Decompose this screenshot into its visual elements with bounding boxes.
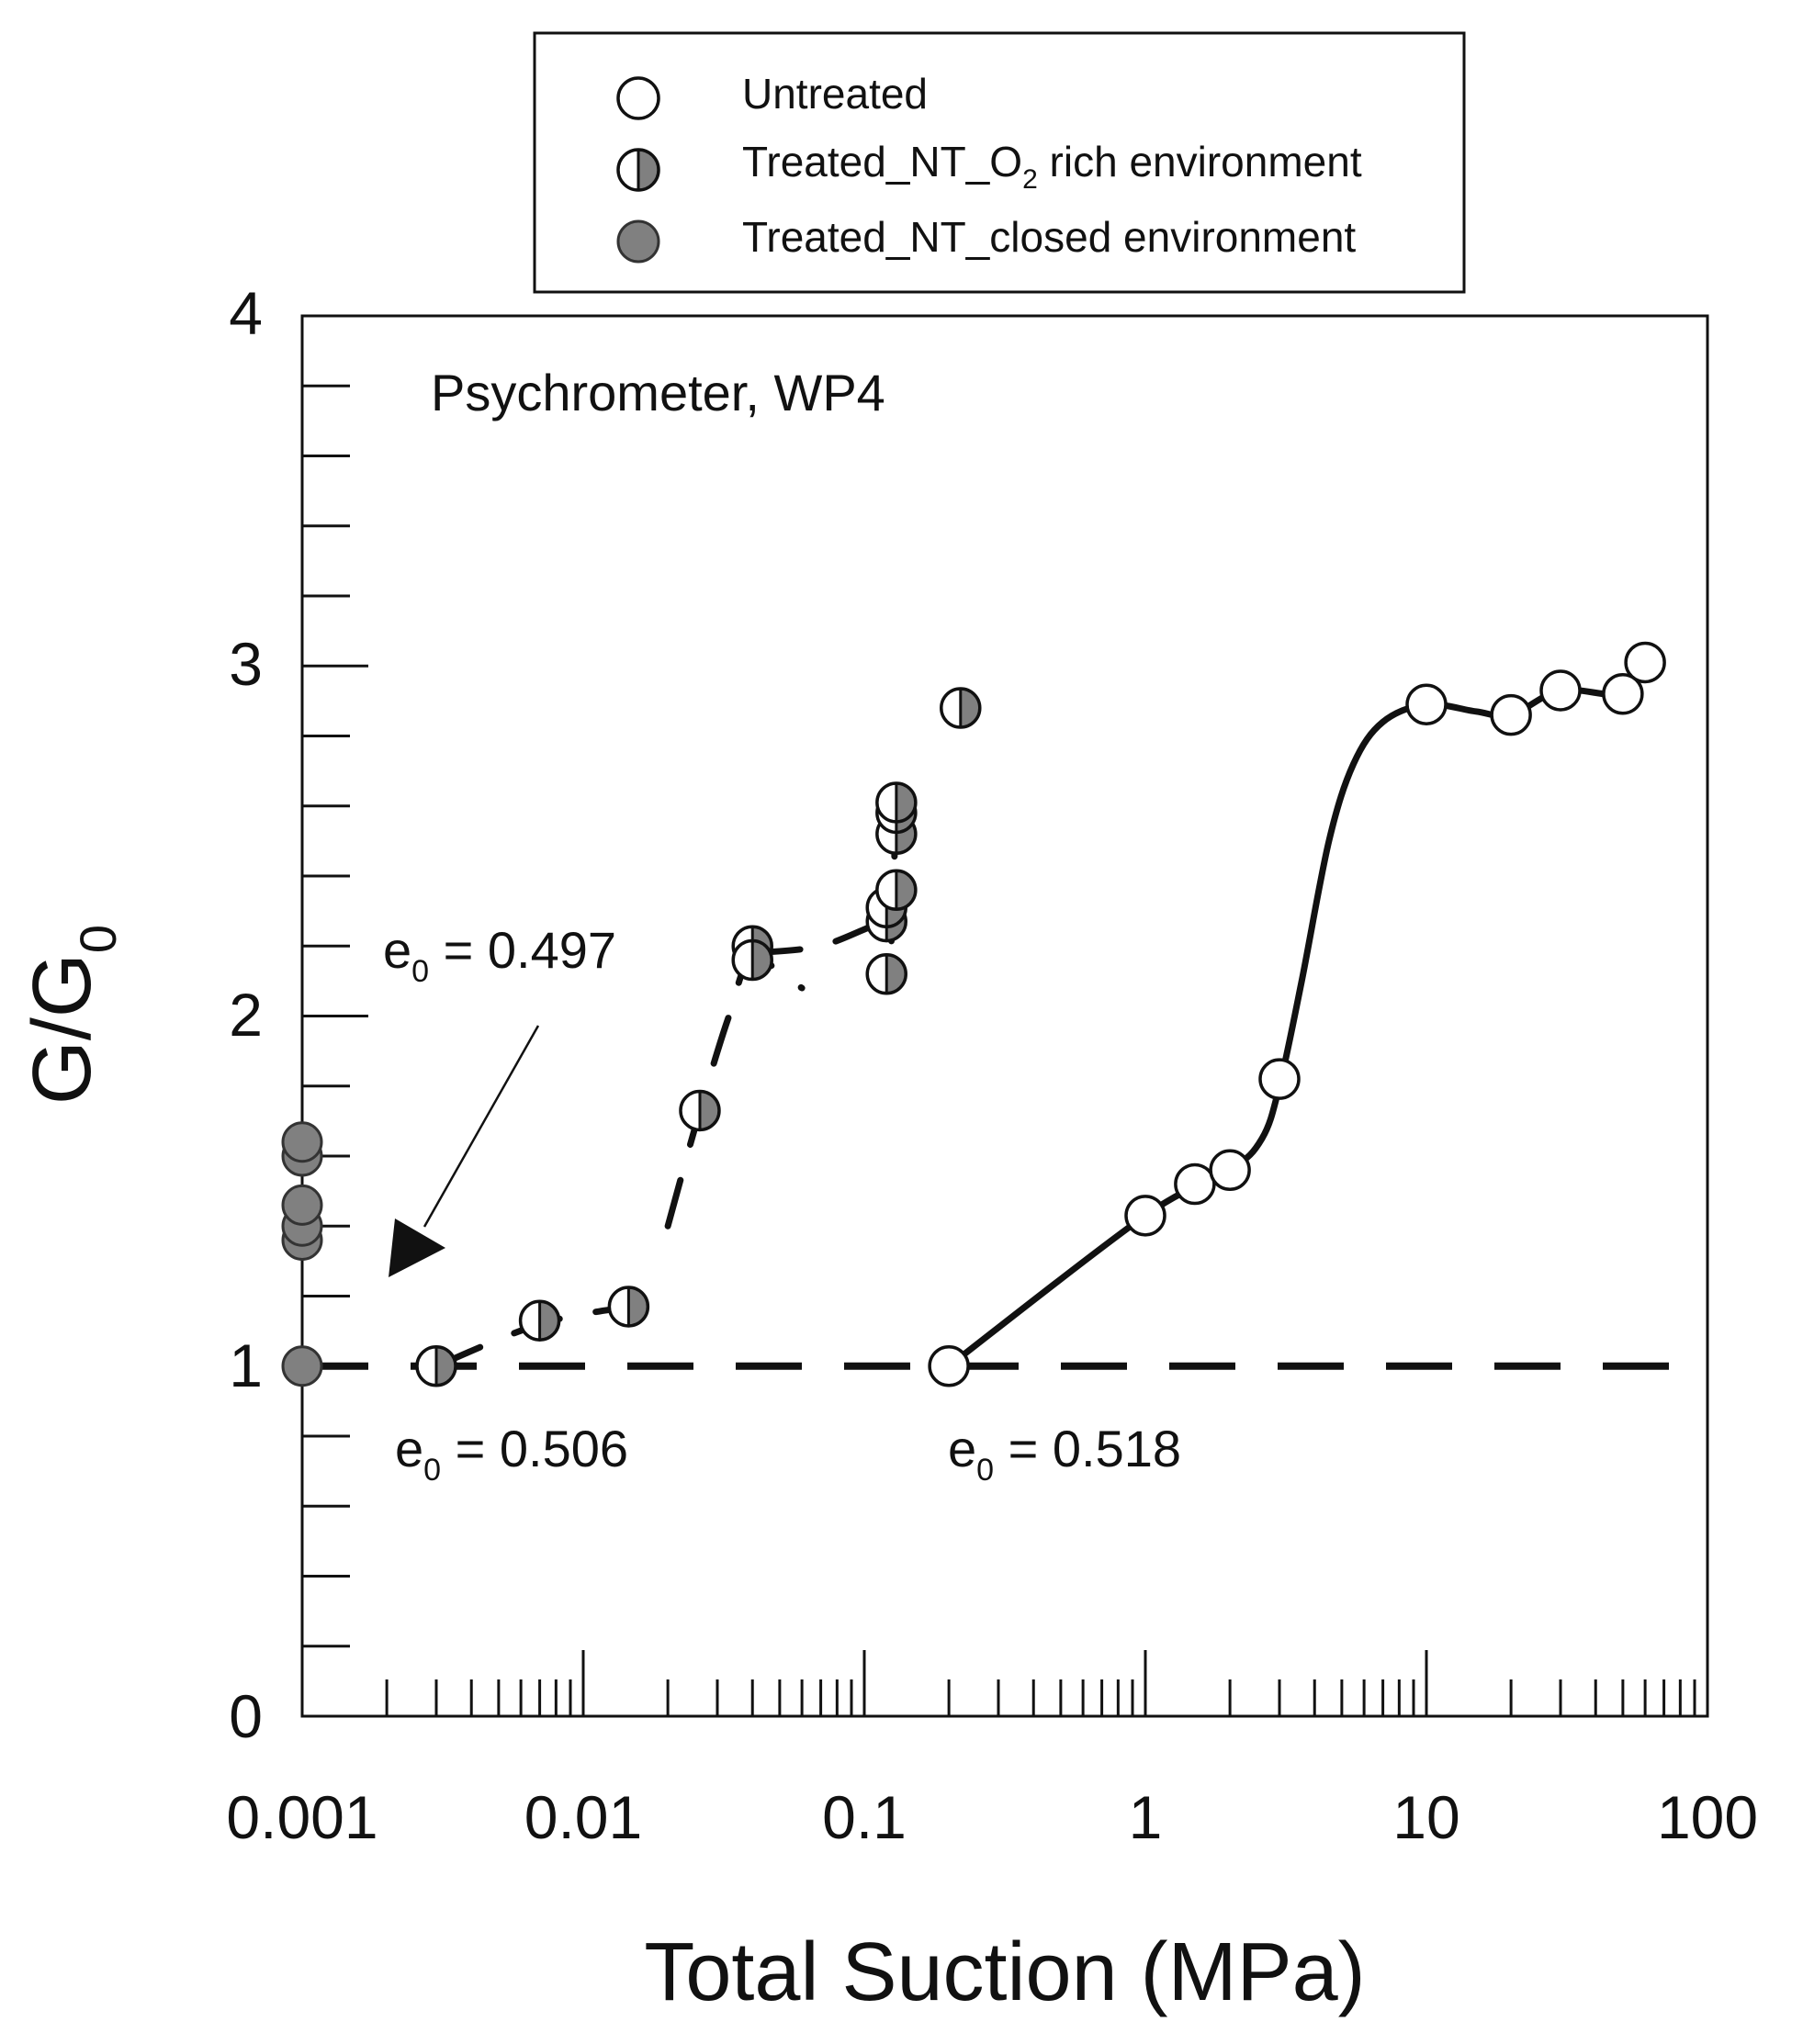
- data-point-half-2: [607, 1286, 650, 1328]
- fit-curves: [433, 662, 1649, 1370]
- data-point-open-2: [1174, 1162, 1216, 1206]
- data-point-filled-0: [281, 1345, 323, 1387]
- data-point-half-12: [875, 781, 918, 824]
- data-point-half-13: [940, 687, 982, 729]
- data-points: [281, 641, 1666, 1387]
- legend-label-o2-rich: Treated_NT_O2 rich environment: [742, 138, 1362, 195]
- data-point-open-8: [1602, 673, 1644, 715]
- y-tick-label-1: 1: [229, 1331, 263, 1399]
- legend-marker-untreated: [616, 76, 660, 120]
- e0-annotation-0497: e0 = 0.497: [383, 921, 616, 989]
- data-point-half-5: [731, 938, 773, 982]
- data-point-open-3: [1209, 1149, 1251, 1191]
- e0-annotation-0518: e0 = 0.518: [948, 1420, 1181, 1488]
- x-tick-label-1: 1: [1129, 1783, 1163, 1851]
- data-point-half-6: [865, 953, 907, 995]
- y-tick-label-4: 4: [229, 279, 263, 347]
- data-point-open-5: [1405, 683, 1448, 725]
- legend-label-closed: Treated_NT_closed environment: [742, 213, 1356, 261]
- fit-curve-2: [664, 956, 806, 1230]
- legend: Untreated Treated_NT_O2 rich environment…: [533, 31, 1466, 294]
- x-tick-label-0.001: 0.001: [226, 1783, 378, 1851]
- data-point-filled-5: [281, 1121, 323, 1163]
- data-point-open-1: [1124, 1195, 1166, 1237]
- legend-marker-half-filled: [616, 148, 660, 192]
- data-point-half-3: [679, 1089, 721, 1132]
- fit-curve-0: [945, 662, 1649, 1370]
- x-tick-label-10: 10: [1392, 1783, 1459, 1851]
- x-tick-label-0.1: 0.1: [822, 1783, 907, 1851]
- plot-area: [300, 314, 1709, 1718]
- data-point-open-6: [1490, 693, 1532, 736]
- data-point-open-0: [928, 1345, 970, 1387]
- x-axis-title: Total Suction (MPa): [644, 1926, 1365, 2018]
- data-point-open-4: [1258, 1058, 1301, 1100]
- data-point-open-9: [1624, 641, 1666, 684]
- data-point-open-7: [1539, 669, 1582, 712]
- data-point-half-0: [415, 1345, 457, 1387]
- data-point-half-9: [875, 869, 918, 911]
- x-tick-label-100: 100: [1657, 1783, 1758, 1851]
- y-axis-title: G/G0: [17, 925, 127, 1105]
- legend-label-untreated: Untreated: [742, 70, 928, 118]
- legend-marker-closed: [616, 219, 660, 264]
- y-tick-label-3: 3: [229, 630, 263, 698]
- x-minor-ticks: [300, 1650, 1696, 1716]
- legend-box: [533, 31, 1466, 294]
- e0-annotation-0506: e0 = 0.506: [395, 1420, 628, 1488]
- y-tick-label-2: 2: [229, 981, 263, 1049]
- data-point-filled-3: [281, 1184, 323, 1226]
- x-tick-label-0.01: 0.01: [524, 1783, 642, 1851]
- y-minor-ticks: [302, 314, 368, 1718]
- annotation-arrow: [389, 1025, 540, 1277]
- y-tick-label-0: 0: [229, 1682, 263, 1750]
- method-annotation: Psychrometer, WP4: [431, 364, 885, 421]
- data-point-half-1: [518, 1299, 561, 1342]
